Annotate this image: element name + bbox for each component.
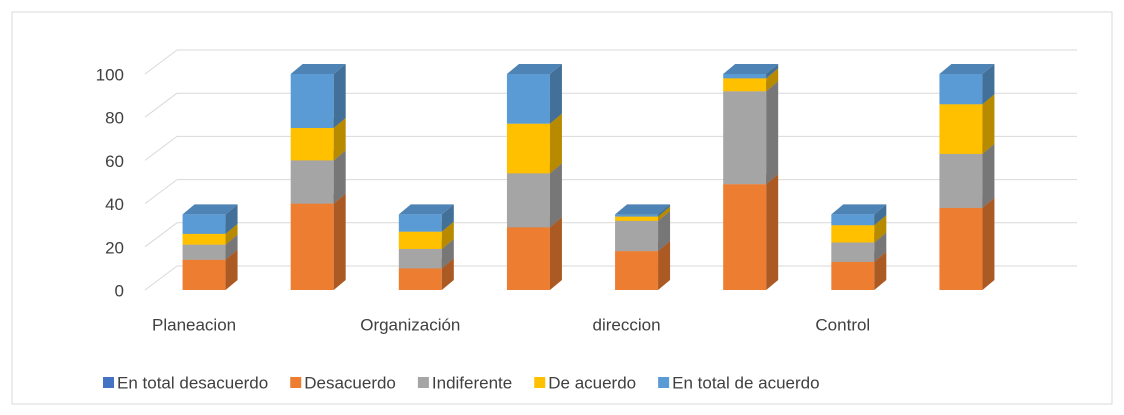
bar-side [874, 232, 887, 262]
bar-side [333, 64, 346, 128]
bar-side [333, 193, 346, 290]
bar-side [225, 249, 238, 290]
legend-label: Desacuerdo [304, 373, 396, 392]
x-tick-label: direccion [593, 315, 661, 334]
bar-side [658, 210, 671, 252]
bar-side [549, 113, 562, 174]
bar-side [549, 64, 562, 124]
bar-top [615, 204, 671, 215]
bar-side [874, 204, 887, 226]
bar-side [225, 204, 238, 234]
bar-top [290, 64, 346, 74]
bar-side [333, 150, 346, 204]
bar [723, 78, 767, 92]
x-tick-label: Planeacion [152, 315, 236, 334]
bar [939, 74, 983, 105]
bar-side [874, 215, 887, 243]
bar [831, 242, 875, 262]
legend-swatch [658, 377, 670, 388]
bar [615, 251, 659, 290]
bar [182, 233, 226, 245]
grid-line-side [144, 135, 178, 161]
bar-side [658, 241, 671, 290]
bar-side [333, 118, 346, 161]
bar-side [441, 221, 454, 249]
bar [506, 227, 550, 290]
legend-swatch [103, 377, 114, 388]
bar-side [766, 174, 779, 290]
legend-label: Indiferente [432, 373, 512, 392]
bar-side [225, 234, 238, 260]
bar-top [398, 204, 454, 215]
grid-line-side [144, 179, 178, 205]
y-tick-label: 40 [105, 195, 124, 214]
bar [398, 248, 442, 269]
bar-side [766, 64, 779, 79]
bar-side [766, 81, 779, 185]
bar [290, 203, 334, 290]
bar [506, 173, 550, 228]
grid-line-side [144, 92, 178, 118]
bar-side [549, 217, 562, 290]
bar-side [874, 251, 887, 290]
bar-side [982, 64, 995, 105]
bar [290, 128, 334, 161]
grid-line-side [144, 265, 178, 291]
grid-line-side [144, 49, 178, 75]
legend-label: En total de acuerdo [672, 373, 819, 392]
bar-side [766, 68, 779, 92]
bar-top [831, 204, 887, 215]
legend-swatch [417, 377, 429, 388]
bar [182, 259, 226, 290]
grid-line-side [144, 222, 178, 248]
bar [398, 214, 442, 232]
bar-top [506, 64, 562, 74]
bar-top [723, 64, 779, 74]
bar-side [549, 163, 562, 228]
bar-side [982, 94, 995, 154]
legend-swatch [290, 377, 302, 388]
x-tick-label: Control [815, 315, 870, 334]
bar-side [441, 258, 454, 290]
bar [615, 220, 659, 252]
y-tick-label: 60 [105, 152, 124, 171]
bar-side [441, 204, 454, 232]
bar [290, 74, 334, 128]
y-tick-label: 0 [115, 281, 124, 300]
bar [939, 153, 983, 208]
bar [939, 207, 983, 290]
y-tick-label: 80 [105, 109, 124, 128]
bar-side [658, 204, 671, 217]
bar-top [939, 64, 995, 74]
bar [506, 123, 550, 174]
bar [398, 268, 442, 290]
bar [831, 261, 875, 290]
bar [290, 160, 334, 204]
bar [723, 74, 767, 79]
bar [831, 214, 875, 226]
bar-side [982, 143, 995, 208]
legend-swatch [534, 377, 546, 388]
x-tick-label: Organización [360, 315, 460, 334]
bar [939, 104, 983, 154]
bar-side [441, 238, 454, 269]
bar [182, 214, 226, 234]
bar [182, 244, 226, 260]
bar-side [225, 223, 238, 245]
bar [615, 214, 659, 217]
y-tick-label: 20 [105, 238, 124, 257]
bar-side [658, 206, 671, 221]
legend-label: En total desacuerdo [117, 373, 268, 392]
bar [398, 231, 442, 249]
bar [615, 216, 659, 221]
legend-label: De acuerdo [548, 373, 636, 392]
bar [723, 91, 767, 185]
bar-top [182, 204, 238, 215]
bar [506, 74, 550, 124]
bar [831, 225, 875, 243]
bar-side [982, 197, 995, 290]
bar [723, 184, 767, 290]
y-tick-label: 100 [96, 65, 124, 84]
